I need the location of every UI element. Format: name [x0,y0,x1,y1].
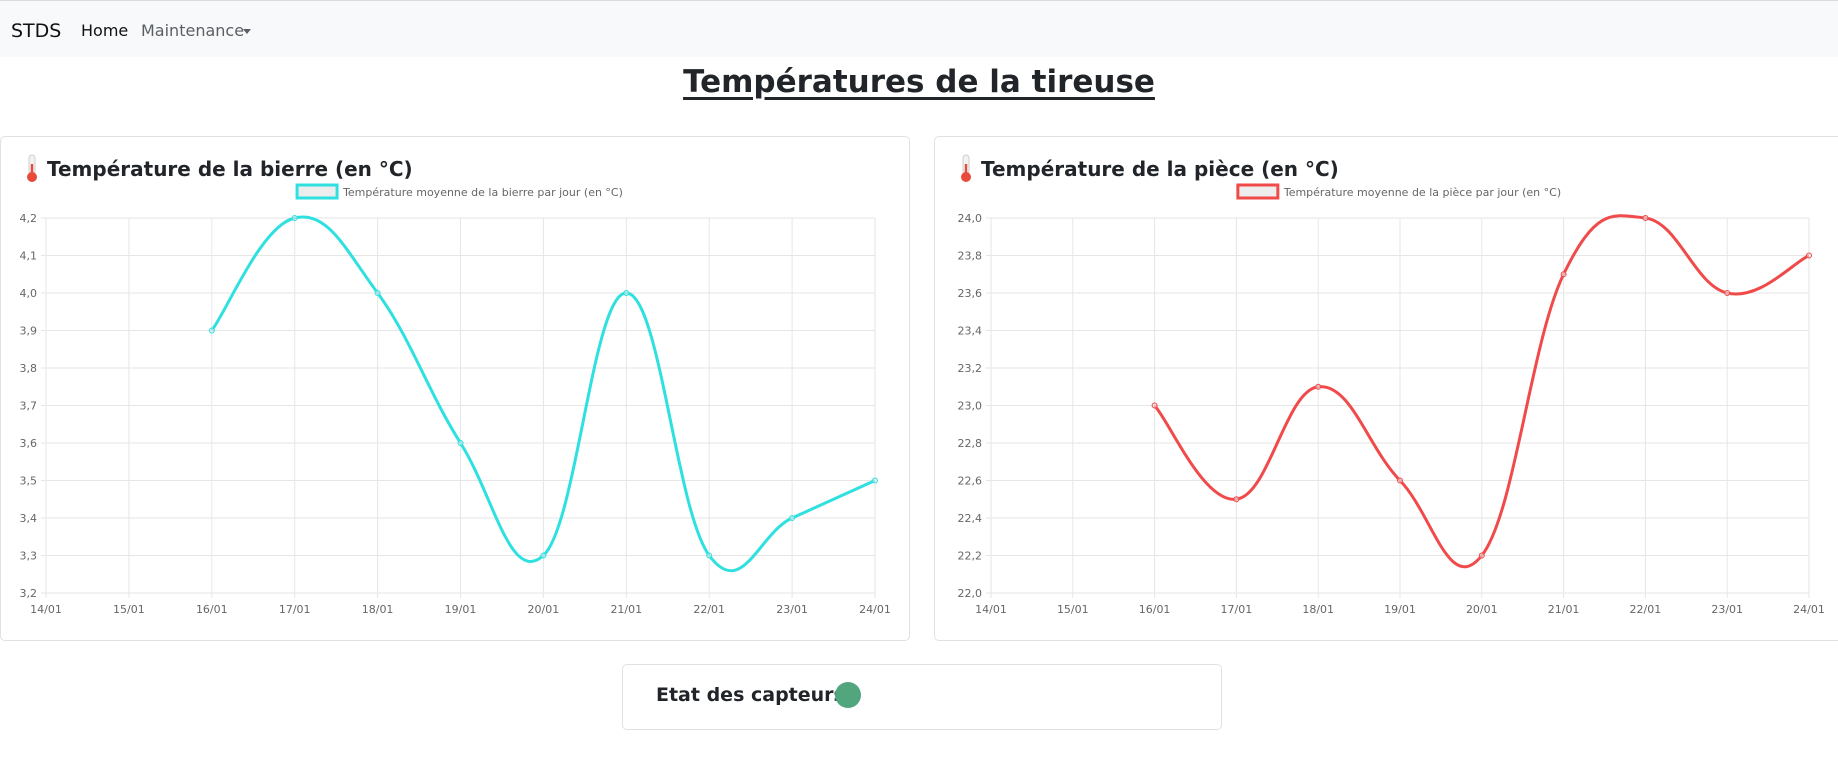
x-tick-label: 14/01 [975,603,1007,616]
card-title: Température de la pièce (en °C) [981,157,1339,181]
data-point [1397,477,1403,484]
data-point [457,440,464,446]
y-tick-label: 23,6 [958,287,983,300]
y-tick-label: 22,2 [958,550,983,563]
legend-label: Température moyenne de la bierre par jou… [342,186,623,199]
x-tick-label: 19/01 [445,603,477,616]
data-point [291,215,298,221]
data-point [1151,402,1158,409]
y-tick-label: 3,5 [20,475,38,488]
data-point [789,515,796,521]
card-title: Température de la bierre (en °C) [47,157,413,181]
data-point [208,327,215,334]
x-tick-label: 20/01 [528,603,560,616]
data-point [623,290,630,296]
room-temperature-chart: 24,0 23,8 23,6 23,4 23,2 23,0 22,8 22,6 22,4 22,2… [958,183,1825,616]
y-tick-label: 3,6 [20,437,38,450]
data-point [1233,496,1240,503]
x-tick-label: 23/01 [776,603,808,616]
y-tick-label: 23,2 [958,362,983,375]
y-tick-label: 22,0 [958,587,983,600]
nav-home-link[interactable]: Home [81,21,129,40]
thermometer-icon [961,154,971,182]
sensor-status-indicator [835,682,861,708]
beer-temperature-chart: 4,2 4,1 4,0 3,9 3,8 3,7 3,6 3,5 3,4 3,3 3,2 14/01 15… [20,183,891,616]
y-tick-label: 22,8 [958,437,983,450]
x-tick-label: 21/01 [1548,603,1580,616]
room-temperature-card: 24,0 23,8 23,6 23,4 23,2 23,0 22,8 22,6 22,4 22,2… [934,136,1838,641]
x-tick-label: 21/01 [610,603,642,616]
data-point [1806,252,1812,259]
x-tick-label: 17/01 [279,603,311,616]
thermometer-icon [27,154,37,182]
y-tick-label: 23,0 [958,400,983,413]
data-point [1642,215,1649,221]
data-point [1478,552,1485,559]
x-tick-label: 16/01 [1139,603,1171,616]
caret-down-icon[interactable] [243,29,251,34]
y-tick-label: 22,6 [958,475,983,488]
data-point [1315,383,1322,390]
series-line [210,215,876,573]
y-tick-label: 3,3 [20,550,38,563]
sensor-status-label: Etat des capteurs : [656,684,860,706]
x-tick-label: 14/01 [30,603,62,616]
x-tick-label: 22/01 [1630,603,1662,616]
y-tick-label: 22,4 [958,512,983,525]
x-tick-label: 15/01 [1057,603,1089,616]
legend-swatch [1236,183,1280,200]
legend-swatch [295,183,339,200]
x-tick-label: 24/01 [1793,603,1825,616]
sensor-status-card: Etat des capteurs : [622,664,1222,730]
page-title: Températures de la tireuse [683,64,1155,100]
data-point [540,552,547,559]
data-point [872,477,878,484]
x-tick-label: 20/01 [1466,603,1498,616]
data-point [1560,271,1567,278]
beer-temperature-card: 4,2 4,1 4,0 3,9 3,8 3,7 3,6 3,5 3,4 3,3 3,2 14/01 15… [0,136,910,641]
legend-label: Température moyenne de la pièce par jour… [1283,186,1561,199]
navbar-brand[interactable]: STDS [11,20,62,42]
x-tick-label: 15/01 [113,603,145,616]
x-tick-label: 22/01 [693,603,725,616]
y-tick-label: 3,7 [20,400,38,413]
data-point [706,552,713,559]
nav-maintenance-dropdown[interactable]: Maintenance [141,21,245,40]
y-tick-label: 3,2 [20,587,38,600]
y-tick-label: 3,4 [20,512,38,525]
x-tick-label: 16/01 [196,603,228,616]
y-tick-label: 4,1 [20,250,38,263]
data-point [374,290,381,296]
y-tick-label: 4,0 [20,287,38,300]
y-tick-label: 3,9 [20,325,38,338]
x-tick-label: 18/01 [362,603,394,616]
x-tick-label: 24/01 [859,603,891,616]
y-tick-label: 4,2 [20,212,38,225]
x-tick-label: 18/01 [1302,603,1334,616]
y-tick-label: 23,4 [958,325,983,338]
y-tick-label: 23,8 [958,250,983,263]
y-tick-label: 24,0 [958,212,983,225]
navbar: STDS Home Maintenance [0,0,1838,57]
y-tick-label: 3,8 [20,362,38,375]
x-tick-label: 17/01 [1221,603,1253,616]
data-point [1724,290,1731,296]
x-tick-label: 23/01 [1711,603,1743,616]
x-tick-label: 19/01 [1384,603,1416,616]
